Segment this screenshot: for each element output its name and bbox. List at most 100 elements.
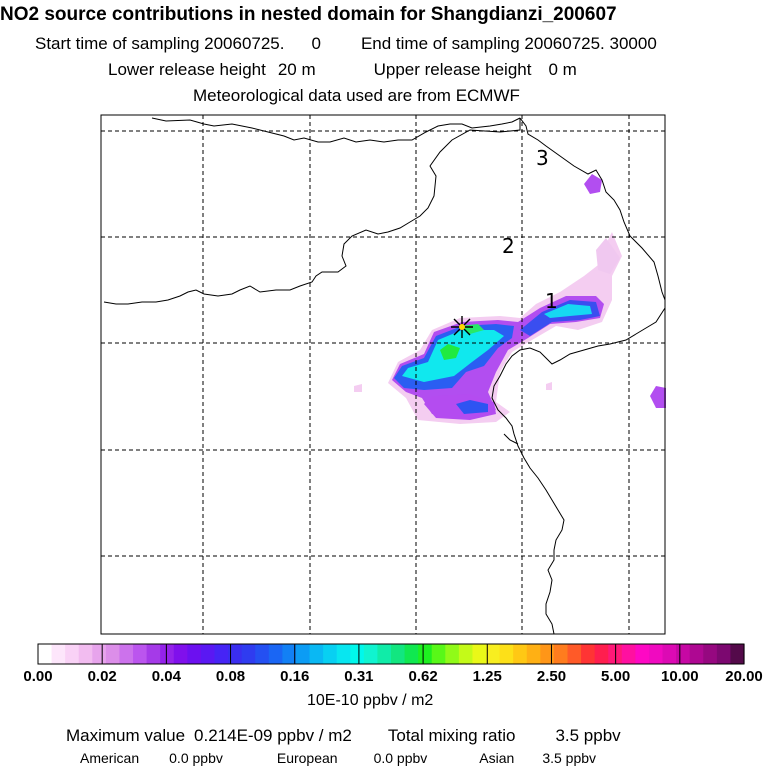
colorbar-cell — [648, 644, 664, 664]
colorbar-cell — [594, 644, 609, 664]
colorbar-cell — [662, 644, 677, 664]
upper-release-value: 0 m — [548, 60, 577, 79]
colorbar-tick-label: 0.62 — [408, 668, 438, 685]
coast-line-peninsula — [519, 117, 666, 301]
colorbar-cells — [38, 644, 745, 664]
plume-cyan-east — [544, 304, 592, 318]
colorbar-tick-label: 1.25 — [472, 668, 502, 685]
lower-release-value: 20 m — [277, 60, 316, 79]
colorbar-tick-label: 0.08 — [215, 668, 246, 685]
colorbar-tick-label: 5.00 — [601, 668, 631, 685]
colorbar-tick-label: 0.04 — [151, 668, 181, 685]
lower-release-label: Lower release height — [108, 60, 266, 79]
region-asian-name: Asian — [479, 750, 515, 766]
map-frame — [100, 114, 666, 635]
colorbar-cell — [472, 644, 487, 664]
colorbar-cell — [486, 644, 501, 664]
colorbar-cell — [92, 644, 107, 664]
colorbar-cell — [458, 644, 474, 664]
colorbar-frame — [37, 643, 745, 665]
colorbar-cell — [282, 644, 297, 664]
colorbar-tick-label: 10.00 — [661, 668, 699, 685]
region-american-name: American — [80, 750, 140, 766]
concentration-plume — [354, 174, 666, 424]
colorbar-cell — [323, 644, 338, 664]
colorbar-cell — [689, 644, 704, 664]
colorbar-cell — [445, 644, 460, 664]
colorbar-cell — [228, 644, 243, 664]
contour-label-1: 1 — [545, 289, 558, 313]
plot-title: NO2 source contributions in nested domai… — [0, 4, 617, 25]
colorbar-tick-label: 0.31 — [344, 668, 374, 685]
lat-lon-grid — [101, 115, 665, 634]
colorbar-cell — [703, 644, 718, 664]
summary-line: Maximum value 0.214E-09 ppbv / m2 Total mi… — [66, 726, 621, 746]
total-mixing-value: 3.5 ppbv — [555, 726, 621, 745]
upper-release-label: Upper release height — [373, 60, 532, 79]
colorbar-cell — [160, 644, 175, 664]
colorbar-cell — [377, 644, 392, 664]
colorbar-cell — [363, 644, 379, 664]
colorbar-cell — [133, 644, 148, 664]
colorbar-cell — [78, 644, 93, 664]
plume-ne-blob — [584, 174, 602, 194]
plume-ne-halo — [596, 238, 620, 274]
max-value: 0.214E-09 ppbv / m2 — [194, 726, 352, 745]
contour-label-2: 2 — [502, 234, 515, 258]
region-european-name: European — [276, 750, 338, 766]
colorbar-cell — [730, 644, 745, 664]
start-time-value: 0 — [311, 34, 321, 53]
region-asian-value: 3.5 ppbv — [542, 750, 597, 766]
colorbar-cell — [200, 644, 216, 664]
colorbar-tick-label: 0.16 — [280, 668, 310, 685]
plume-south-core — [456, 400, 488, 414]
region-european-value: 0.0 ppbv — [373, 750, 428, 766]
colorbar-cell — [418, 644, 433, 664]
colorbar-cell — [567, 644, 582, 664]
colorbar-cell — [716, 644, 732, 664]
region-american-value: 0.0 ppbv — [169, 750, 223, 766]
colorbar-cell — [350, 644, 365, 664]
total-mixing-label: Total mixing ratio — [387, 726, 516, 745]
colorbar-cell — [621, 644, 636, 664]
colorbar-cell — [391, 644, 406, 664]
colorbar-cell — [51, 644, 66, 664]
colorbar-tick-label: 20.00 — [725, 668, 763, 685]
colorbar-cell — [404, 644, 419, 664]
colorbar-cell — [309, 644, 324, 664]
coast-line-north — [103, 118, 521, 305]
plume-speck-1 — [354, 384, 362, 392]
plume-speck-2 — [546, 382, 552, 390]
colorbar-cell — [295, 644, 311, 664]
border-line-north — [151, 117, 521, 143]
end-time-label: End time of sampling 20060725. 30000 — [360, 34, 657, 53]
plume-green-core — [440, 344, 460, 360]
colorbar-tick-label: 0.00 — [23, 668, 53, 685]
colorbar-cell — [173, 644, 188, 664]
colorbar-cell — [268, 644, 283, 664]
colorbar-cell — [255, 644, 270, 664]
coast-line-inlet — [503, 433, 519, 445]
colorbar-cell — [146, 644, 161, 664]
colorbar-units: 10E-10 ppbv / m2 — [307, 692, 434, 709]
release-heights: Lower release height 20 m Upper release he… — [108, 60, 577, 80]
contour-label-3: 3 — [536, 146, 549, 170]
colorbar-cell — [526, 644, 541, 664]
met-data-line: Meteorological data used are from ECMWF — [193, 86, 520, 105]
station-star-icon — [451, 316, 473, 338]
sampling-times: Start time of sampling 20060725. 0 End tim… — [35, 34, 657, 54]
colorbar-cell — [513, 644, 528, 664]
region-breakdown: American 0.0 ppbv European 0.0 ppbv Asian 3.5… — [80, 750, 596, 766]
colorbar-cell — [65, 644, 80, 664]
colorbar-cell — [540, 644, 555, 664]
colorbar-cell — [635, 644, 650, 664]
colorbar-tick-label: 0.02 — [87, 668, 117, 685]
colorbar-cell — [187, 644, 202, 664]
colorbar-cell — [553, 644, 569, 664]
colorbar-cell — [119, 644, 134, 664]
coast-line-gulf — [491, 307, 666, 635]
colorbar-cell — [38, 644, 53, 664]
colorbar-cell — [105, 644, 121, 664]
